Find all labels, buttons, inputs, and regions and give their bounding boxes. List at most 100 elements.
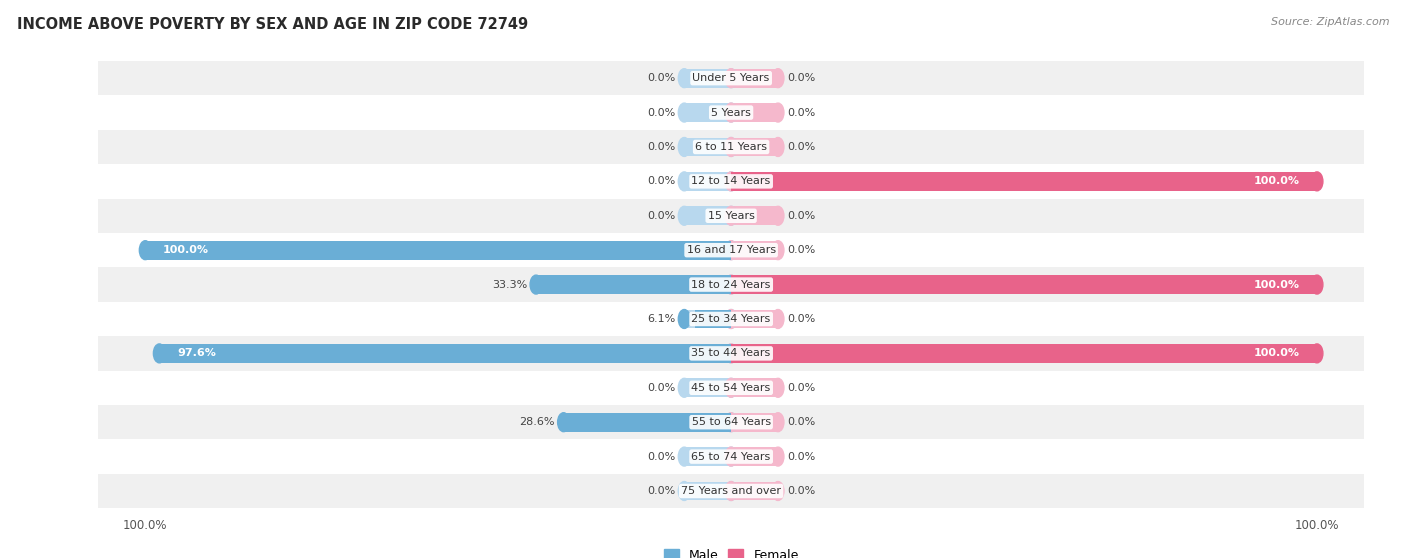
Ellipse shape	[139, 240, 152, 259]
Bar	[731, 413, 778, 432]
Text: 100.0%: 100.0%	[163, 245, 209, 255]
Bar	[87, 130, 1375, 164]
Bar	[685, 103, 731, 122]
Bar	[685, 69, 731, 88]
Text: 18 to 24 Years: 18 to 24 Years	[692, 280, 770, 290]
Ellipse shape	[725, 69, 737, 88]
Bar	[145, 240, 731, 259]
Bar	[87, 267, 1375, 302]
Ellipse shape	[678, 172, 690, 191]
Ellipse shape	[725, 447, 737, 466]
Ellipse shape	[1310, 344, 1323, 363]
Ellipse shape	[772, 482, 785, 501]
Bar	[87, 336, 1375, 371]
Text: 0.0%: 0.0%	[647, 486, 675, 496]
Bar	[685, 240, 731, 259]
Bar	[696, 310, 731, 329]
Bar	[685, 172, 731, 191]
Ellipse shape	[1310, 172, 1323, 191]
Text: 0.0%: 0.0%	[787, 142, 815, 152]
Bar	[685, 310, 731, 329]
Text: 0.0%: 0.0%	[647, 383, 675, 393]
Text: 16 and 17 Years: 16 and 17 Years	[686, 245, 776, 255]
Ellipse shape	[772, 310, 785, 329]
Bar	[731, 482, 778, 501]
Ellipse shape	[772, 413, 785, 432]
Ellipse shape	[725, 310, 737, 329]
Text: 0.0%: 0.0%	[787, 451, 815, 461]
Text: 65 to 74 Years: 65 to 74 Years	[692, 451, 770, 461]
Bar	[685, 275, 731, 294]
Text: 0.0%: 0.0%	[787, 486, 815, 496]
Bar	[731, 310, 778, 329]
Ellipse shape	[678, 69, 690, 88]
Ellipse shape	[725, 344, 737, 363]
Ellipse shape	[772, 137, 785, 156]
Ellipse shape	[153, 344, 166, 363]
Text: 0.0%: 0.0%	[647, 176, 675, 186]
Bar	[685, 447, 731, 466]
Text: 0.0%: 0.0%	[787, 73, 815, 83]
Text: 25 to 34 Years: 25 to 34 Years	[692, 314, 770, 324]
Ellipse shape	[725, 413, 737, 432]
Text: 0.0%: 0.0%	[787, 211, 815, 221]
Ellipse shape	[772, 206, 785, 225]
Ellipse shape	[725, 69, 737, 88]
Ellipse shape	[725, 240, 737, 259]
Text: 75 Years and over: 75 Years and over	[681, 486, 782, 496]
Text: 15 Years: 15 Years	[707, 211, 755, 221]
Text: 5 Years: 5 Years	[711, 108, 751, 118]
Ellipse shape	[725, 378, 737, 397]
Text: 0.0%: 0.0%	[787, 417, 815, 427]
Ellipse shape	[678, 103, 690, 122]
Ellipse shape	[530, 275, 541, 294]
Ellipse shape	[725, 172, 737, 191]
Ellipse shape	[725, 137, 737, 156]
Text: 0.0%: 0.0%	[787, 314, 815, 324]
Ellipse shape	[725, 482, 737, 501]
Ellipse shape	[678, 137, 690, 156]
Ellipse shape	[725, 344, 737, 363]
Bar	[731, 69, 778, 88]
Bar	[87, 302, 1375, 336]
Ellipse shape	[725, 378, 737, 397]
Text: 0.0%: 0.0%	[647, 451, 675, 461]
Ellipse shape	[725, 172, 737, 191]
Ellipse shape	[678, 378, 690, 397]
Ellipse shape	[725, 137, 737, 156]
Text: 33.3%: 33.3%	[492, 280, 527, 290]
Bar	[685, 344, 731, 363]
Bar	[685, 206, 731, 225]
Bar	[87, 439, 1375, 474]
Bar	[564, 413, 731, 432]
Text: 0.0%: 0.0%	[647, 211, 675, 221]
Ellipse shape	[725, 482, 737, 501]
Text: 28.6%: 28.6%	[519, 417, 555, 427]
Ellipse shape	[772, 103, 785, 122]
Bar	[87, 164, 1375, 199]
Ellipse shape	[558, 413, 569, 432]
Ellipse shape	[725, 240, 737, 259]
Ellipse shape	[725, 275, 737, 294]
Bar	[731, 447, 778, 466]
Bar	[87, 95, 1375, 130]
Bar	[87, 61, 1375, 95]
Text: 45 to 54 Years: 45 to 54 Years	[692, 383, 770, 393]
Bar	[685, 378, 731, 397]
Bar	[731, 137, 778, 156]
Text: Source: ZipAtlas.com: Source: ZipAtlas.com	[1271, 17, 1389, 27]
Text: 97.6%: 97.6%	[177, 348, 215, 358]
Bar	[685, 137, 731, 156]
Text: 100.0%: 100.0%	[1253, 176, 1299, 186]
Ellipse shape	[725, 310, 737, 329]
Bar	[731, 240, 778, 259]
Bar	[87, 405, 1375, 439]
Text: 100.0%: 100.0%	[1253, 348, 1299, 358]
Text: INCOME ABOVE POVERTY BY SEX AND AGE IN ZIP CODE 72749: INCOME ABOVE POVERTY BY SEX AND AGE IN Z…	[17, 17, 529, 32]
Text: 0.0%: 0.0%	[787, 383, 815, 393]
Text: 100.0%: 100.0%	[1253, 280, 1299, 290]
Ellipse shape	[1310, 275, 1323, 294]
Text: 0.0%: 0.0%	[787, 245, 815, 255]
Ellipse shape	[678, 310, 690, 329]
Bar	[731, 206, 778, 225]
